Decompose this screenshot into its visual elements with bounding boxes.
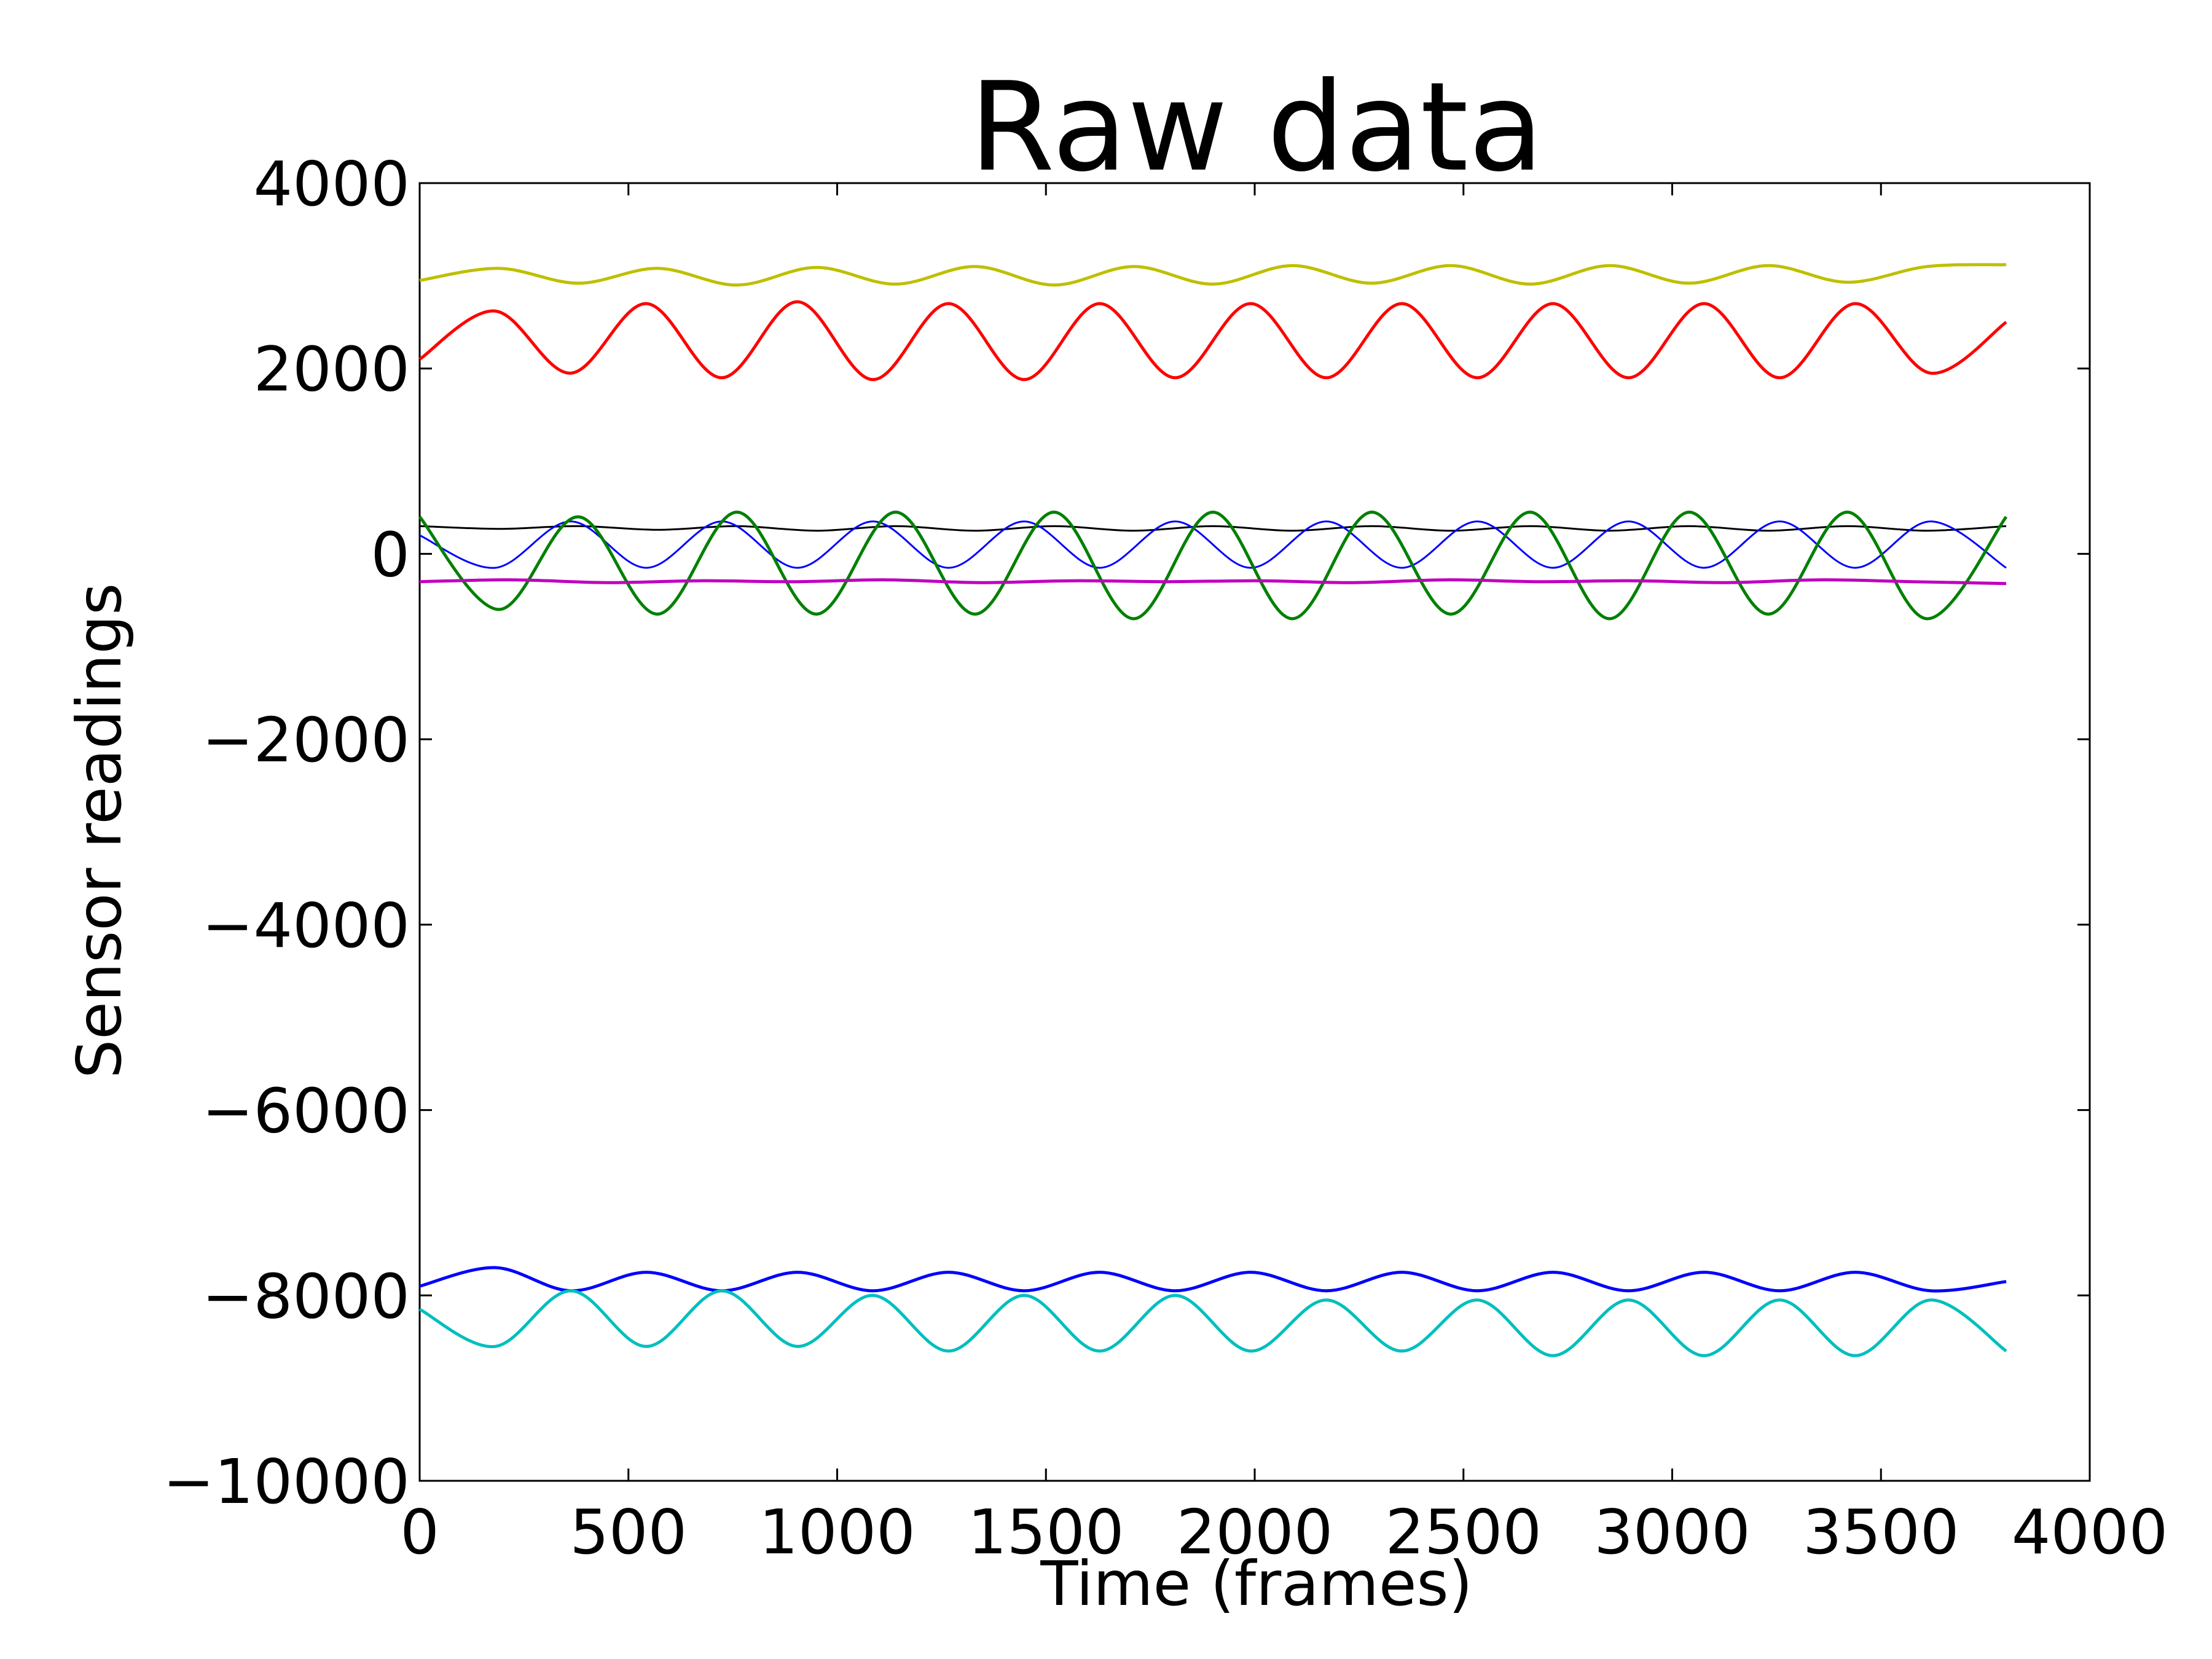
y-tick-label: 4000 <box>254 148 410 220</box>
x-tick-label: 4000 <box>2012 1496 2168 1568</box>
x-tick-label: 3500 <box>1803 1496 1959 1568</box>
series-line-8 <box>418 1289 2007 1357</box>
y-tick-label: 0 <box>371 519 410 590</box>
y-tick-label: −4000 <box>202 890 410 962</box>
x-tick-label: 1500 <box>968 1496 1124 1568</box>
x-tick-label: 2500 <box>1386 1496 1542 1568</box>
x-tick-label: 1000 <box>759 1496 916 1568</box>
x-tick-label: 0 <box>400 1496 439 1568</box>
series-line-2 <box>418 300 2007 382</box>
y-tick-label: −6000 <box>202 1075 410 1147</box>
y-tick-label: −2000 <box>202 704 410 776</box>
plot-area <box>418 182 2091 1482</box>
series-line-7 <box>419 1266 2007 1293</box>
chart-title: Raw data <box>970 56 1544 199</box>
tick-labels-layer: 0 500 1000 1500 2000 2500 3000 3500 4000 −10000 −8… <box>163 148 2168 1568</box>
series-layer <box>418 263 2008 1357</box>
series-line-4 <box>419 520 2007 569</box>
x-tick-label: 500 <box>570 1496 687 1568</box>
y-axis-label: Sensor readings <box>63 583 135 1079</box>
y-tick-label: 2000 <box>254 334 410 406</box>
x-axis-label: Time (frames) <box>1040 1548 1472 1620</box>
series-line-5 <box>418 510 2008 621</box>
series-line-6 <box>419 578 2007 586</box>
series-line-1 <box>419 263 2007 287</box>
x-tick-label: 3000 <box>1594 1496 1751 1568</box>
y-tick-label: −8000 <box>202 1260 410 1332</box>
ticks-layer <box>418 182 2091 1482</box>
y-tick-label: −10000 <box>163 1446 410 1518</box>
series-line-3 <box>419 525 2007 532</box>
x-tick-label: 2000 <box>1177 1496 1333 1568</box>
